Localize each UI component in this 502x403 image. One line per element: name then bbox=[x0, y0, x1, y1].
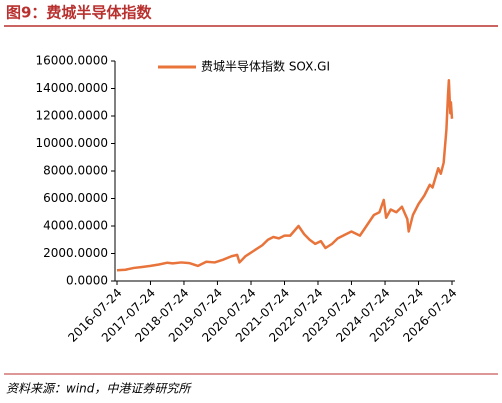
y-tick-label: 12000.0000 bbox=[35, 109, 108, 123]
y-tick-label: 10000.0000 bbox=[35, 136, 108, 150]
y-tick-label: 8000.0000 bbox=[43, 164, 108, 178]
y-tick-label: 2000.0000 bbox=[43, 246, 108, 260]
y-tick-label: 6000.0000 bbox=[43, 191, 108, 205]
series-line bbox=[116, 79, 454, 272]
y-tick-label: 14000.0000 bbox=[35, 81, 108, 95]
source-note: 资料来源：wind，中港证券研究所 bbox=[6, 382, 192, 396]
y-tick-label: 4000.0000 bbox=[43, 219, 108, 233]
y-tick-label: 0.0000 bbox=[66, 274, 108, 288]
chart-title: 图9：费城半导体指数 bbox=[6, 4, 152, 22]
legend-label: 费城半导体指数 SOX.GI bbox=[201, 59, 330, 74]
y-tick-label: 16000.0000 bbox=[35, 54, 108, 68]
